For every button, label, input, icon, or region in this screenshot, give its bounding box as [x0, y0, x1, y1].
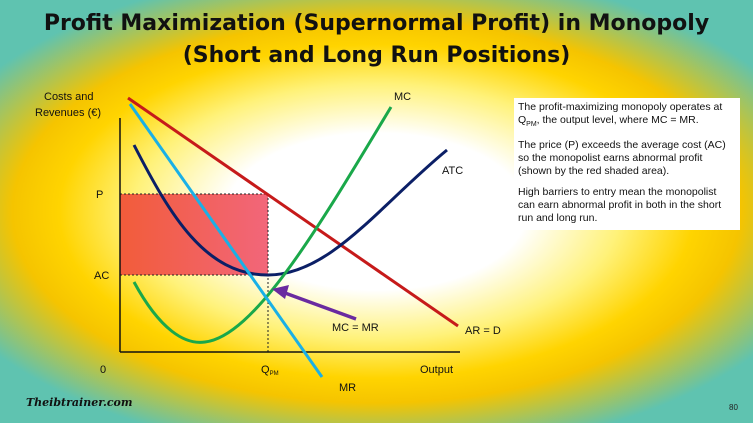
mr-curve — [128, 103, 324, 378]
note-1-sub: PM — [526, 121, 537, 129]
logo: Theibtrainer.com — [26, 396, 133, 409]
note-1-prefix: The profit-maximizing monopoly operates … — [518, 101, 723, 126]
q-tick-main: Q — [261, 364, 270, 376]
atc-label: ATC — [442, 165, 463, 177]
page-number: 80 — [729, 403, 738, 412]
explanation-box: The profit-maximizing monopoly operates … — [514, 98, 740, 231]
mc-label: MC — [394, 91, 411, 103]
y-axis-label-line-2: Revenues (€) — [35, 107, 101, 119]
title-line-1: Profit Maximization (Supernormal Profit)… — [43, 11, 710, 36]
p-tick-label: P — [96, 189, 103, 201]
title-line-2: (Short and Long Run Positions) — [182, 43, 571, 68]
mc-mr-arrow — [284, 291, 357, 321]
x-axis-label: Output — [420, 364, 453, 376]
origin-label: 0 — [100, 364, 106, 376]
ar-d-label: AR = D — [465, 325, 501, 337]
profit-area — [120, 194, 268, 275]
slide-title: Profit Maximization (Supernormal Profit)… — [0, 8, 753, 72]
note-1-suffix: , the output level, where MC = MR. — [536, 114, 699, 126]
mc-mr-arrowhead — [272, 285, 289, 299]
mr-label: MR — [339, 382, 356, 394]
mc-curve — [132, 106, 393, 344]
ac-tick-label: AC — [94, 270, 109, 282]
q-tick-label: QPM — [261, 364, 279, 377]
q-tick-sub: PM — [270, 371, 279, 377]
atc-curve — [132, 144, 448, 277]
ar-d-curve — [127, 96, 459, 328]
mc-eq-mr-label: MC = MR — [332, 322, 379, 334]
note-paragraph-2: The price (P) exceeds the average cost (… — [518, 139, 726, 178]
note-paragraph-1: The profit-maximizing monopoly operates … — [518, 101, 736, 131]
y-axis-label-line-1: Costs and — [44, 91, 94, 103]
note-paragraph-3: High barriers to entry mean the monopoli… — [518, 186, 722, 225]
